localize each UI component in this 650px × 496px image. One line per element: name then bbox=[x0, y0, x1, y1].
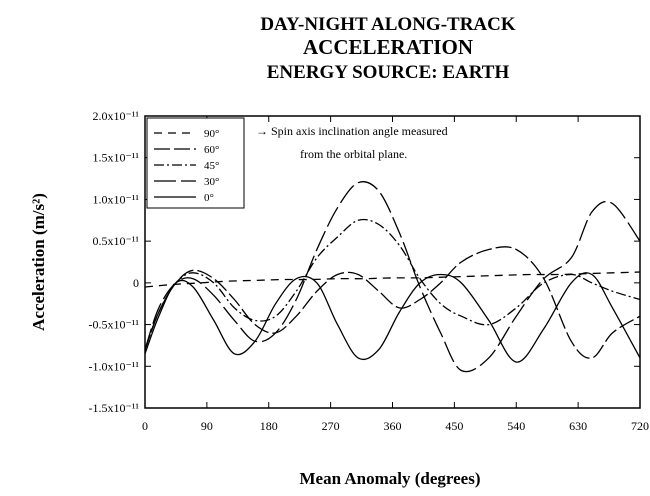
legend-label: 0° bbox=[204, 192, 214, 204]
y-axis-ticks: 2.0x10⁻¹¹ 1.5x10⁻¹¹ 1.0x10⁻¹¹ 0.5x10⁻¹¹ 0 -0.… bbox=[88, 109, 640, 415]
x-tick-label: 540 bbox=[507, 419, 525, 433]
x-tick-label: 450 bbox=[445, 419, 463, 433]
y-tick-label: 1.0x10⁻¹¹ bbox=[92, 192, 139, 206]
x-tick-label: 0 bbox=[142, 419, 148, 433]
x-axis-ticks: 0 90 180 270 360 450 540 630 720 bbox=[142, 116, 649, 433]
y-tick-label: -0.5x10⁻¹¹ bbox=[88, 318, 139, 332]
legend-label: 45° bbox=[204, 160, 219, 172]
y-tick-label: 0 bbox=[133, 276, 139, 290]
y-tick-label: 0.5x10⁻¹¹ bbox=[92, 234, 139, 248]
x-tick-label: 720 bbox=[631, 419, 649, 433]
annotation-line-1: → Spin axis inclination angle measured bbox=[256, 124, 448, 138]
chart-title-line-1: DAY-NIGHT ALONG-TRACK bbox=[260, 14, 516, 35]
x-tick-label: 90 bbox=[201, 419, 213, 433]
annotation-line-2: from the orbital plane. bbox=[300, 147, 407, 161]
y-axis-title: Acceleration (m/s²) bbox=[29, 193, 48, 331]
series-line-3 bbox=[144, 181, 641, 373]
y-tick-label: 2.0x10⁻¹¹ bbox=[92, 109, 139, 123]
x-tick-label: 270 bbox=[322, 419, 340, 433]
legend-label: 60° bbox=[204, 144, 219, 156]
legend-label: 90° bbox=[204, 128, 219, 140]
series-line-2 bbox=[144, 218, 641, 350]
x-axis-title: Mean Anomaly (degrees) bbox=[300, 469, 481, 488]
series-line-4 bbox=[144, 272, 641, 363]
legend-label: 30° bbox=[204, 176, 219, 188]
x-tick-label: 630 bbox=[569, 419, 587, 433]
y-tick-label: 1.5x10⁻¹¹ bbox=[92, 151, 139, 165]
chart-title-line-3: ENERGY SOURCE: EARTH bbox=[267, 62, 510, 83]
x-tick-label: 180 bbox=[260, 419, 278, 433]
legend-box bbox=[146, 117, 245, 209]
x-tick-label: 360 bbox=[384, 419, 402, 433]
y-tick-label: -1.0x10⁻¹¹ bbox=[88, 359, 139, 373]
series-line-0 bbox=[144, 271, 641, 288]
series-line-1 bbox=[144, 246, 641, 359]
chart-title-line-2: ACCELERATION bbox=[303, 35, 473, 59]
y-tick-label: -1.5x10⁻¹¹ bbox=[88, 401, 139, 415]
series-lines bbox=[144, 181, 641, 373]
legend: 90° 60° 45° 30° 0° bbox=[154, 128, 219, 204]
